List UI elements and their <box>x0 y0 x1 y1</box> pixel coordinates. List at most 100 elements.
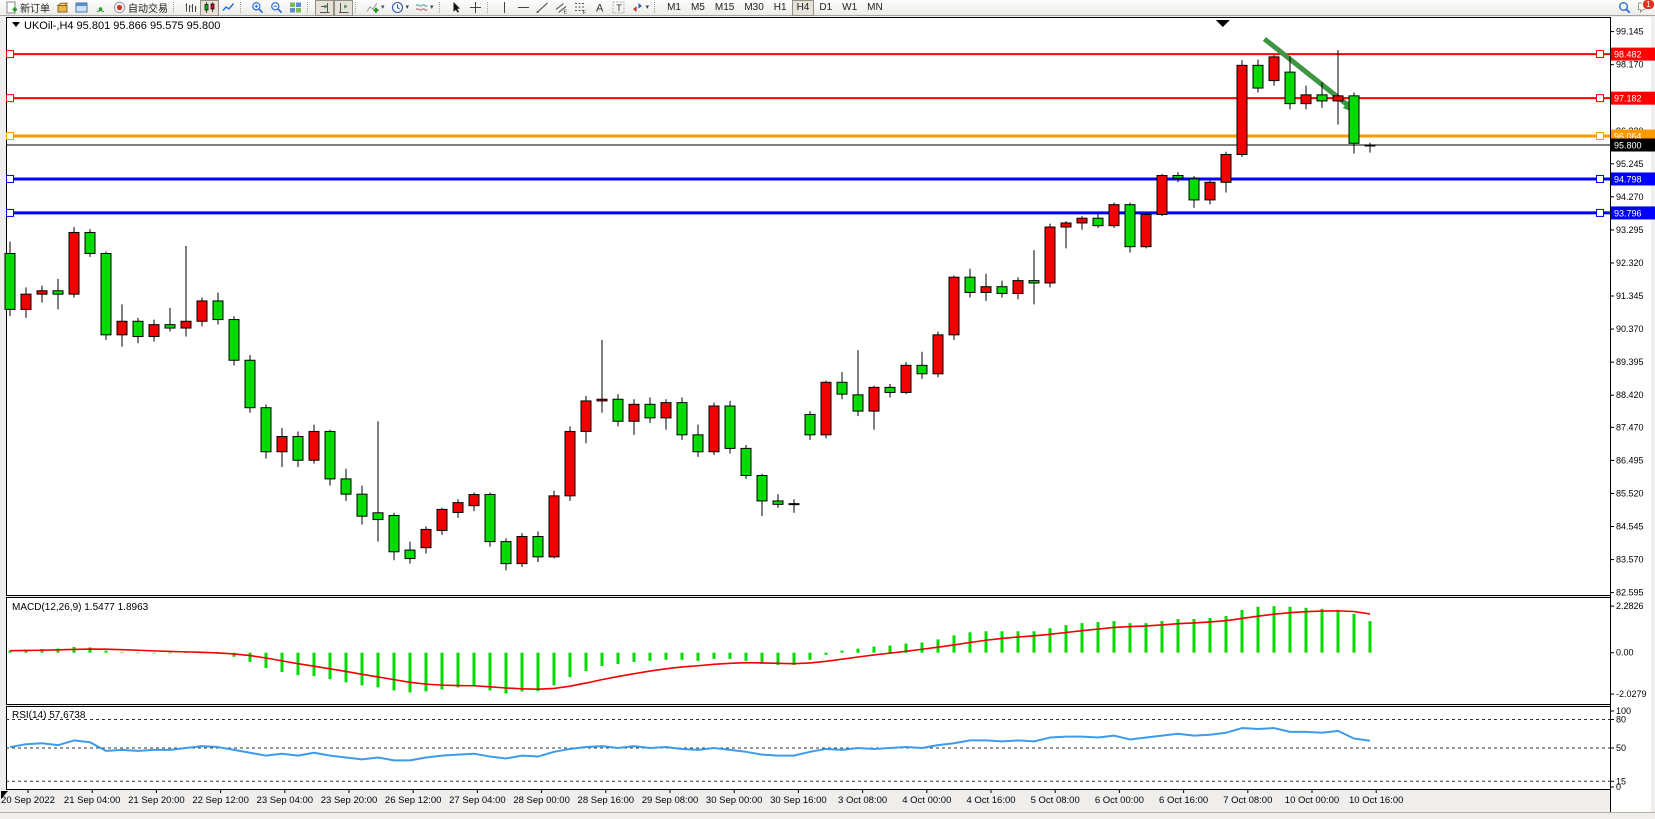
vertical-line-button[interactable] <box>495 0 514 16</box>
chevron-down-icon <box>12 22 20 27</box>
textA-icon: A <box>596 3 604 15</box>
candle-chart-button[interactable] <box>200 0 219 16</box>
svg-text:0.00: 0.00 <box>1616 648 1634 658</box>
svg-text:7 Oct 08:00: 7 Oct 08:00 <box>1223 795 1272 806</box>
support-line-94798[interactable] <box>6 174 1610 183</box>
crosshair-button[interactable] <box>466 0 485 16</box>
svg-text:E: E <box>563 10 567 15</box>
tiles-icon <box>290 2 301 13</box>
toolbar: 新订单 自动交易 ▾ ▾ ▾ E F A T ▾ M1 M5 M15 M30 H1 H4 D1 W1 MN 1 <box>0 0 1655 16</box>
line-chart-button[interactable] <box>219 0 238 16</box>
axis-corner-grip <box>1 791 8 799</box>
text-button[interactable]: A <box>590 0 609 16</box>
chevron-down-icon: ▾ <box>430 4 434 11</box>
svg-text:4 Oct 00:00: 4 Oct 00:00 <box>902 795 951 806</box>
svg-text:50: 50 <box>1616 743 1626 753</box>
horizontal-line-button[interactable] <box>514 0 533 16</box>
trendline-button[interactable] <box>533 0 552 16</box>
resistance-line-98482[interactable] <box>6 50 1610 59</box>
zoom-in-button[interactable] <box>248 0 267 16</box>
svg-text:29 Sep 08:00: 29 Sep 08:00 <box>642 795 699 806</box>
macd-label: MACD(12,26,9) 1.5477 1.8963 <box>12 602 149 613</box>
arrows-button[interactable]: ▾ <box>628 0 653 16</box>
svg-text:90.370: 90.370 <box>1616 324 1644 334</box>
periods-button[interactable]: ▾ <box>388 0 413 16</box>
shift-icon <box>320 3 330 13</box>
svg-text:82.595: 82.595 <box>1616 588 1644 598</box>
templates-button[interactable]: ▾ <box>412 0 437 16</box>
macd-histogram <box>8 606 1372 694</box>
timeframe-button-mn[interactable]: MN <box>867 2 883 13</box>
indicators-button[interactable]: ▾ <box>363 0 388 16</box>
notifications-button[interactable]: 1 <box>1634 0 1655 16</box>
timeframe-button-m15[interactable]: M15 <box>714 2 735 13</box>
chevron-down-icon: ▾ <box>645 4 650 11</box>
support-line-94798-label: 94.798 <box>1611 172 1655 186</box>
timeframe-button-m5[interactable]: M5 <box>690 2 705 13</box>
cursor-icon <box>453 2 460 13</box>
auto-trading-button[interactable]: 自动交易 <box>110 0 171 16</box>
toolbar-separator <box>173 2 178 13</box>
search-icon <box>1619 2 1631 14</box>
svg-text:6 Oct 00:00: 6 Oct 00:00 <box>1095 795 1144 806</box>
chevron-down-icon: ▾ <box>405 4 410 11</box>
channel-button[interactable]: E <box>552 0 571 16</box>
template-icon <box>415 4 428 11</box>
chart-shift-button[interactable] <box>315 0 334 16</box>
auto-scroll-button[interactable] <box>334 0 353 16</box>
timeframe-button-h4[interactable]: H4 <box>791 0 815 16</box>
zoom-out-button[interactable] <box>267 0 286 16</box>
rsi-label: RSI(14) 57.6738 <box>12 710 86 721</box>
support-line-93796[interactable] <box>6 208 1610 217</box>
new-order-button[interactable]: 新订单 <box>2 0 53 16</box>
svg-text:92.320: 92.320 <box>1616 258 1644 268</box>
tile-windows-button[interactable] <box>286 0 305 16</box>
rsi-pane[interactable]: RSI(14) 57.6738 <box>6 706 1611 790</box>
svg-text:F: F <box>582 10 586 14</box>
play-red-icon <box>113 1 126 14</box>
macd-signal-line <box>9 610 1371 691</box>
navigator-button[interactable] <box>91 0 110 16</box>
main-chart-pane[interactable] <box>6 17 1611 596</box>
timeframe-button-h1[interactable]: H1 <box>773 2 787 13</box>
textT-icon: T <box>612 1 625 14</box>
market-watch-button[interactable] <box>53 0 72 16</box>
data-window-button[interactable] <box>72 0 91 16</box>
svg-text:26 Sep 12:00: 26 Sep 12:00 <box>385 795 442 806</box>
svg-text:2.2826: 2.2826 <box>1616 601 1644 611</box>
svg-text:94.798: 94.798 <box>1614 174 1642 184</box>
search-button[interactable] <box>1615 0 1634 16</box>
new-order-button-label: 新订单 <box>20 4 50 15</box>
channel-icon: E <box>555 3 567 15</box>
green-signal-icon <box>96 7 105 13</box>
svg-text:93.796: 93.796 <box>1614 208 1642 218</box>
toolbar-separator <box>307 2 312 13</box>
timeframe-button-m1[interactable]: M1 <box>667 2 681 13</box>
svg-text:20 Sep 2022: 20 Sep 2022 <box>1 795 55 806</box>
fibonacci-button[interactable]: F <box>571 0 590 16</box>
svg-text:23 Sep 20:00: 23 Sep 20:00 <box>321 795 378 806</box>
macd-pane[interactable]: MACD(12,26,9) 1.5477 1.8963 <box>6 597 1611 705</box>
doc-plus-icon <box>6 1 17 14</box>
bar-chart-button[interactable] <box>181 0 200 16</box>
timeframe-button-m30[interactable]: M30 <box>744 2 764 13</box>
hline-icon <box>517 7 529 8</box>
svg-text:84.545: 84.545 <box>1616 522 1644 532</box>
svg-text:5 Oct 08:00: 5 Oct 08:00 <box>1031 795 1080 806</box>
svg-text:0: 0 <box>1616 782 1621 792</box>
cursor-button[interactable] <box>447 0 466 16</box>
text-label-button[interactable]: T <box>609 0 628 16</box>
support-line-93796-label: 93.796 <box>1611 206 1655 220</box>
svg-text:21 Sep 04:00: 21 Sep 04:00 <box>64 795 121 806</box>
timeframe-button-d1[interactable]: D1 <box>819 2 833 13</box>
pivot-line-96064[interactable] <box>6 132 1610 141</box>
svg-text:21 Sep 20:00: 21 Sep 20:00 <box>128 795 185 806</box>
resistance-line-98482-label: 98.482 <box>1611 47 1655 61</box>
timeframe-button-w1[interactable]: W1 <box>842 2 858 13</box>
svg-text:28 Sep 00:00: 28 Sep 00:00 <box>513 795 570 806</box>
svg-text:10 Oct 00:00: 10 Oct 00:00 <box>1285 795 1339 806</box>
svg-text:95.800: 95.800 <box>1614 141 1642 151</box>
auto-trading-button-label: 自动交易 <box>128 4 168 15</box>
fibo-icon: F <box>574 3 586 14</box>
